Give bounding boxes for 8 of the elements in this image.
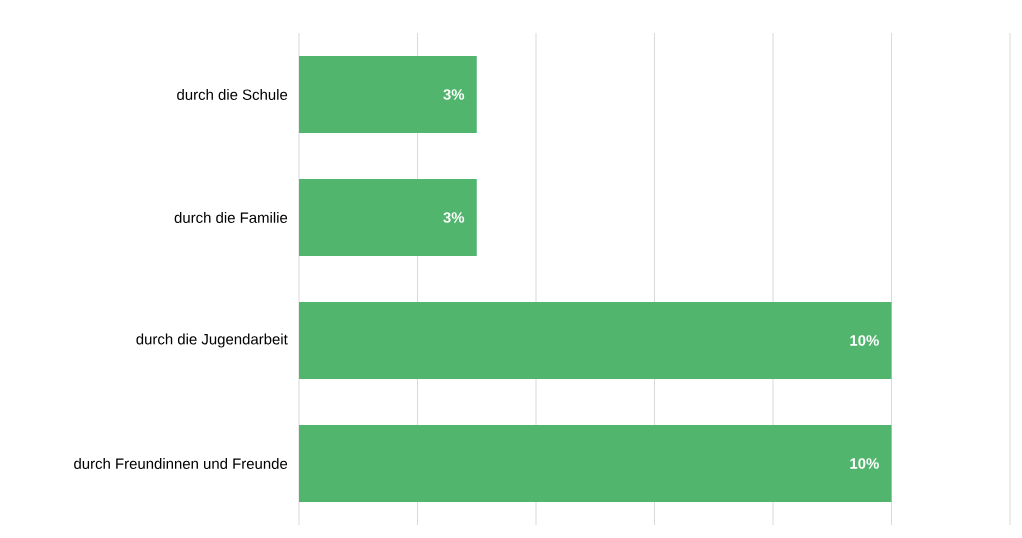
data-label: 3% — [443, 89, 465, 100]
y-tick-label: durch die Schule — [177, 89, 288, 100]
data-label: 3% — [443, 212, 465, 223]
data-label: 10% — [850, 335, 879, 346]
data-label: 10% — [850, 458, 879, 469]
y-tick-label: durch Freundinnen und Freunde — [74, 458, 288, 469]
y-tick-label: durch die Jugendarbeit — [136, 333, 288, 348]
y-tick-label: durch die Familie — [174, 212, 288, 223]
